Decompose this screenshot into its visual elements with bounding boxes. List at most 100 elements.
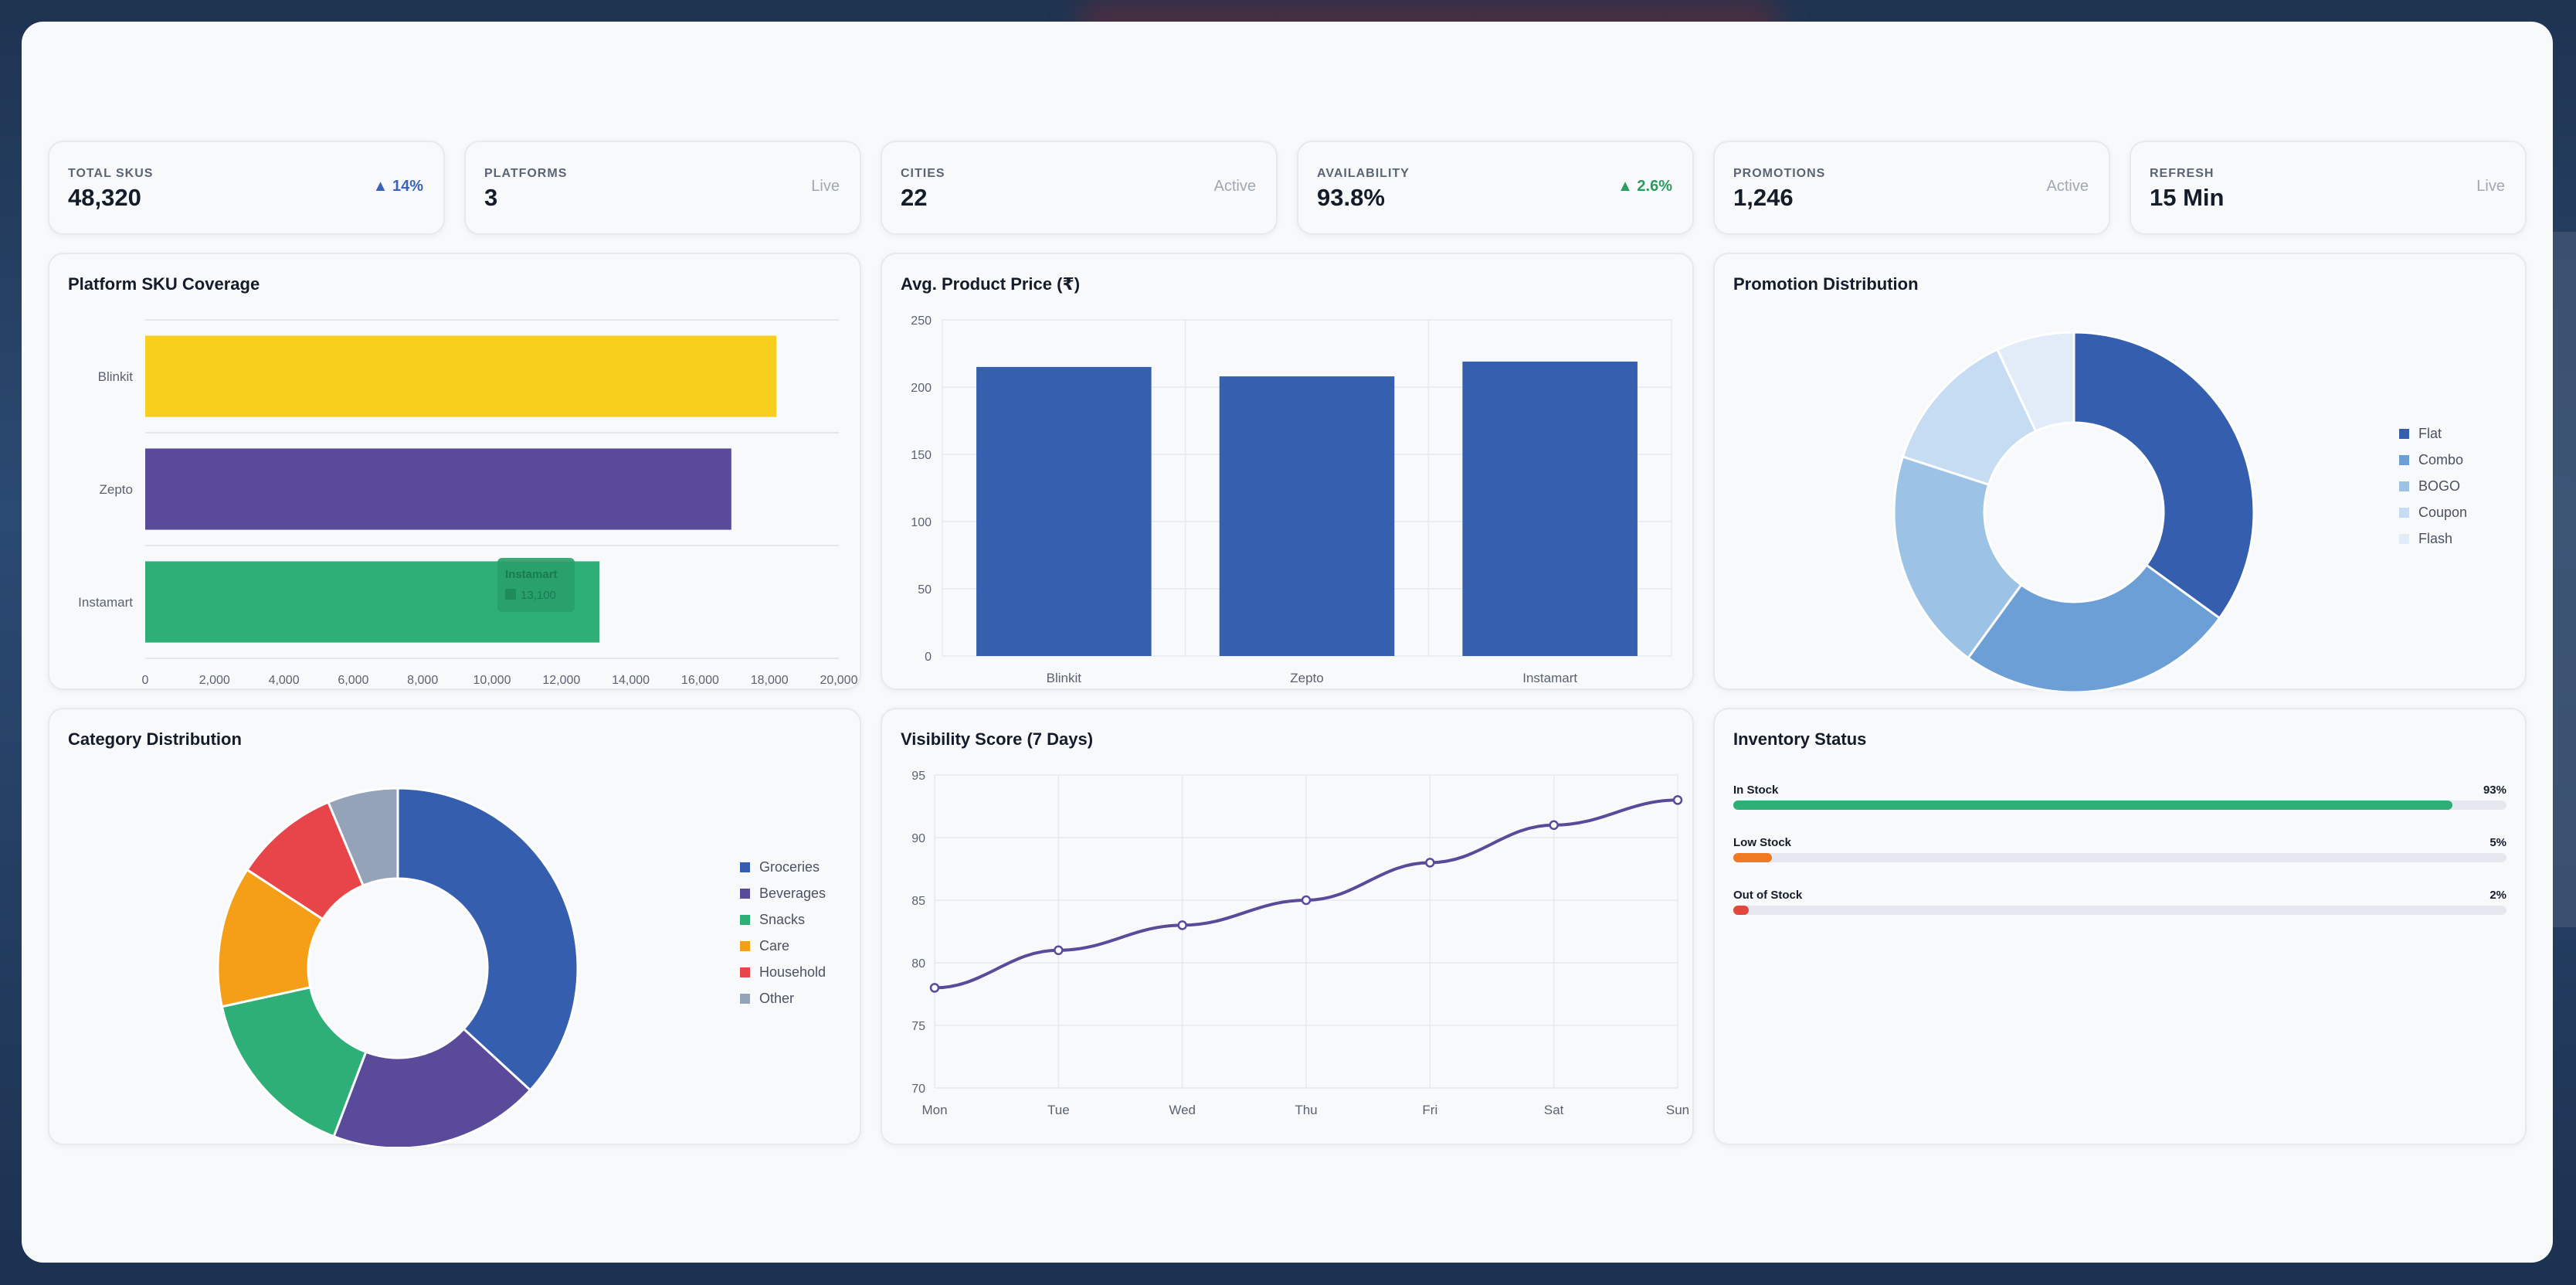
slice-snacks xyxy=(220,985,368,1138)
legend-swatch xyxy=(740,967,750,977)
x-tick-label: 14,000 xyxy=(612,674,650,687)
kpi-refresh: REFRESH 15 Min Live xyxy=(2130,141,2527,235)
progress-track xyxy=(1733,853,2506,862)
progress-fill xyxy=(1733,801,2452,810)
legend-label: Beverages xyxy=(759,885,826,901)
data-point xyxy=(1301,895,1312,906)
kpi-value: 22 xyxy=(901,184,928,211)
promotion-legend: Flat Combo BOGO Coupon Flash xyxy=(2399,420,2467,552)
legend-swatch xyxy=(2399,533,2409,544)
x-tick-label: 2,000 xyxy=(199,674,230,687)
x-category-label: Instamart xyxy=(1522,671,1577,685)
legend-item-snacks[interactable]: Snacks xyxy=(740,906,826,933)
card-avg-product-price: Avg. Product Price (₹) 0 50 100 150 200 250 Bl… xyxy=(881,253,1694,690)
data-point xyxy=(1549,820,1559,831)
inventory-row-low-stock: Low Stock 5% xyxy=(1733,836,2506,867)
inventory-percent: 93% xyxy=(2483,784,2506,797)
y-tick-label: 250 xyxy=(911,314,932,328)
y-tick-label: 100 xyxy=(911,516,932,529)
legend-swatch xyxy=(740,940,750,951)
x-tick-label: Sat xyxy=(1544,1103,1564,1117)
slice-flat xyxy=(2072,331,2255,620)
kpi-total-skus: TOTAL SKUS 48,320 ▲ 14% xyxy=(48,141,445,235)
kpi-cities: CITIES 22 Active xyxy=(881,141,1278,235)
legend-label: Other xyxy=(759,990,795,1006)
kpi-promotions: PROMOTIONS 1,246 Active xyxy=(1713,141,2110,235)
y-tick-label: 50 xyxy=(918,583,932,597)
card-platform-sku-coverage: Platform SKU Coverage 0 2,000 4,000 6,000 8,… xyxy=(48,253,861,690)
legend-item-other[interactable]: Other xyxy=(740,985,826,1011)
legend-item-care[interactable]: Care xyxy=(740,933,826,959)
kpi-availability: AVAILABILITY 93.8% ▲ 2.6% xyxy=(1297,141,1694,235)
x-tick-label: Mon xyxy=(921,1103,947,1117)
legend-swatch xyxy=(2399,454,2409,465)
x-tick-label: 10,000 xyxy=(473,674,511,687)
legend-label: Flash xyxy=(2418,530,2453,546)
kpi-label: PLATFORMS xyxy=(484,167,568,180)
legend-item-bogo[interactable]: BOGO xyxy=(2399,473,2467,499)
card-title: Visibility Score (7 Days) xyxy=(901,729,1094,749)
y-tick-label: 90 xyxy=(911,832,925,845)
inventory-row-in-stock: In Stock 93% xyxy=(1733,784,2506,814)
slice-combo xyxy=(1966,563,2221,692)
legend-label: Care xyxy=(759,937,790,954)
kpi-value: 48,320 xyxy=(68,184,141,211)
kpi-status: Active xyxy=(2046,178,2089,195)
progress-fill xyxy=(1733,853,1773,862)
x-tick-label: 4,000 xyxy=(269,674,300,687)
legend-item-beverages[interactable]: Beverages xyxy=(740,880,826,906)
card-title: Category Distribution xyxy=(68,729,242,749)
kpi-value: 93.8% xyxy=(1317,184,1385,211)
x-tick-label: Sun xyxy=(1666,1103,1689,1117)
y-tick-label: 70 xyxy=(911,1083,925,1096)
x-tick-label: 12,000 xyxy=(542,674,580,687)
legend-label: Flat xyxy=(2418,425,2442,441)
y-category-label: Blinkit xyxy=(98,369,134,384)
x-tick-label: 6,000 xyxy=(338,674,368,687)
kpi-status: Live xyxy=(2476,178,2505,195)
card-inventory-status: Inventory Status In Stock 93% Low Stock … xyxy=(1713,708,2527,1145)
legend-item-coupon[interactable]: Coupon xyxy=(2399,499,2467,525)
legend-label: Coupon xyxy=(2418,504,2468,520)
y-tick-label: 95 xyxy=(911,770,925,783)
legend-item-groceries[interactable]: Groceries xyxy=(740,854,826,880)
tooltip-title: Instamart xyxy=(505,568,558,581)
data-point xyxy=(1054,945,1064,956)
progress-track xyxy=(1733,801,2506,810)
legend-item-combo[interactable]: Combo xyxy=(2399,447,2467,473)
y-tick-label: 0 xyxy=(925,651,932,664)
category-donut-chart xyxy=(216,787,579,1147)
x-tick-label: 20,000 xyxy=(820,674,858,687)
visibility-line-chart: 70 75 80 85 90 95 Mon Tue Wed Thu Fri Sat Sun xyxy=(911,770,1689,1117)
legend-item-household[interactable]: Household xyxy=(740,959,826,985)
price-chart: 0 50 100 150 200 250 Blinkit Zepto Instamart xyxy=(911,314,1672,685)
promotion-donut-chart xyxy=(1892,331,2255,692)
x-tick-label: 0 xyxy=(142,674,149,687)
y-tick-label: 75 xyxy=(911,1020,925,1033)
inventory-label: Low Stock xyxy=(1733,836,1792,849)
tooltip-box xyxy=(497,558,575,612)
legend-label: BOGO xyxy=(2418,478,2461,494)
bar-zepto xyxy=(1219,376,1395,656)
kpi-label: CITIES xyxy=(901,167,945,180)
y-category-label: Zepto xyxy=(100,482,133,497)
legend-swatch xyxy=(2399,428,2409,439)
inventory-percent: 5% xyxy=(2489,836,2506,849)
legend-swatch xyxy=(740,914,750,925)
x-tick-label: Tue xyxy=(1047,1103,1070,1117)
kpi-value: 1,246 xyxy=(1733,184,1794,211)
slice-beverages xyxy=(332,1027,532,1147)
legend-label: Household xyxy=(759,964,826,980)
legend-item-flat[interactable]: Flat xyxy=(2399,420,2467,447)
kpi-value: 15 Min xyxy=(2150,184,2225,211)
x-tick-label: 16,000 xyxy=(681,674,719,687)
legend-swatch xyxy=(740,993,750,1004)
legend-item-flash[interactable]: Flash xyxy=(2399,525,2467,552)
bar-zepto xyxy=(145,448,731,530)
data-point xyxy=(1672,795,1683,805)
kpi-trend: ▲ 2.6% xyxy=(1617,178,1672,195)
bar-instamart xyxy=(1462,361,1638,656)
kpi-value: 3 xyxy=(484,184,498,211)
kpi-platforms: PLATFORMS 3 Live xyxy=(464,141,861,235)
x-tick-label: 8,000 xyxy=(407,674,438,687)
